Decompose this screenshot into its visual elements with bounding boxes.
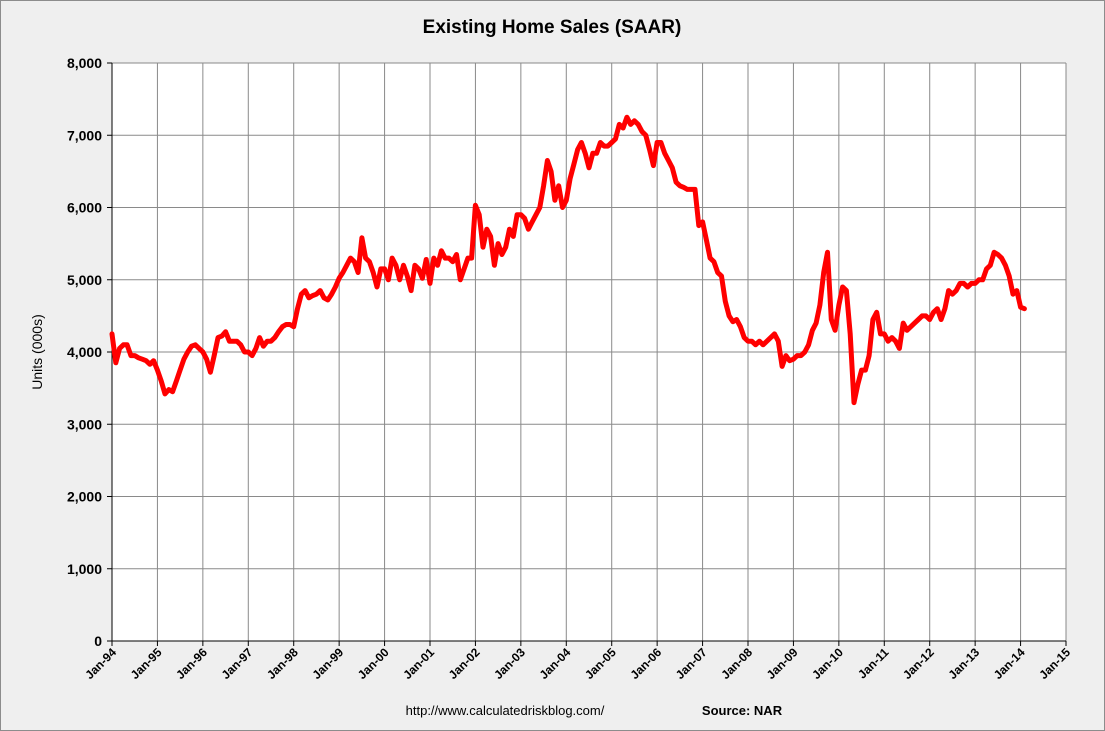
x-tick-label: Jan-13 bbox=[945, 645, 982, 682]
source-credit: Source: NAR bbox=[702, 703, 783, 718]
chart-title: Existing Home Sales (SAAR) bbox=[423, 17, 682, 38]
x-tick-label: Jan-06 bbox=[627, 645, 664, 682]
y-tick-label: 2,000 bbox=[67, 489, 102, 505]
y-tick-label: 3,000 bbox=[67, 416, 102, 432]
x-tick-label: Jan-99 bbox=[309, 645, 346, 682]
y-tick-label: 0 bbox=[94, 633, 102, 649]
y-tick-label: 6,000 bbox=[67, 200, 102, 216]
y-axis-ticks: 0 1,000 2,000 3,000 4,000 5,000 6,000 7,000 8,00… bbox=[67, 55, 102, 649]
x-tick-label: Jan-95 bbox=[128, 645, 165, 682]
x-tick-label: Jan-01 bbox=[400, 645, 437, 682]
x-tick-label: Jan-02 bbox=[446, 645, 483, 682]
y-tick-label: 4,000 bbox=[67, 344, 102, 360]
y-tick-label: 1,000 bbox=[67, 561, 102, 577]
y-axis-label: Units (000s) bbox=[29, 314, 45, 389]
x-tick-label: Jan-08 bbox=[718, 645, 755, 682]
x-tick-label: Jan-07 bbox=[673, 645, 710, 682]
x-tick-label: Jan-94 bbox=[82, 645, 119, 682]
x-tick-label: Jan-11 bbox=[855, 645, 892, 682]
x-tick-label: Jan-04 bbox=[537, 645, 574, 682]
x-tick-label: Jan-10 bbox=[809, 645, 846, 682]
x-tick-label: Jan-96 bbox=[173, 645, 210, 682]
y-tick-label: 7,000 bbox=[67, 127, 102, 143]
x-tick-label: Jan-15 bbox=[1036, 645, 1073, 682]
x-tick-label: Jan-05 bbox=[582, 645, 619, 682]
x-tick-label: Jan-98 bbox=[264, 645, 301, 682]
series-line bbox=[109, 114, 1027, 406]
x-tick-label: Jan-97 bbox=[219, 645, 256, 682]
x-axis-ticks: Jan-94 Jan-95 Jan-96 Jan-97 Jan-98 Jan-99 Jan-… bbox=[82, 645, 1073, 682]
x-tick-label: Jan-09 bbox=[764, 645, 801, 682]
series-group bbox=[109, 114, 1027, 406]
gridlines bbox=[112, 62, 1067, 642]
x-tick-label: Jan-03 bbox=[491, 645, 528, 682]
x-tick-label: Jan-12 bbox=[900, 645, 937, 682]
source-url: http://www.calculatedriskblog.com/ bbox=[406, 703, 605, 718]
x-tick-label: Jan-00 bbox=[355, 645, 392, 682]
y-tick-label: 8,000 bbox=[67, 55, 102, 71]
y-tick-label: 5,000 bbox=[67, 272, 102, 288]
x-tick-label: Jan-14 bbox=[991, 645, 1028, 682]
